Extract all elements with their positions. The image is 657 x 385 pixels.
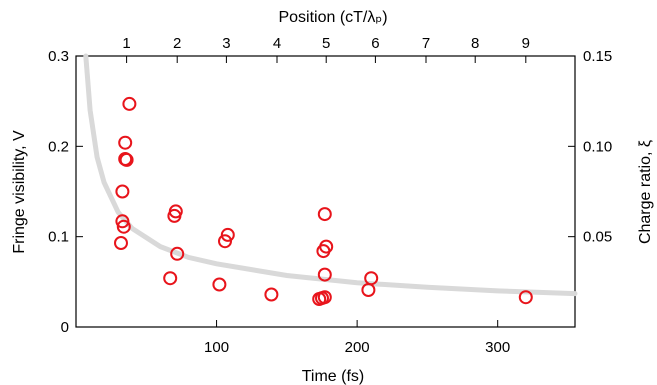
top-tick-label: 7: [422, 35, 430, 52]
y-tick-label: 0.2: [48, 138, 69, 155]
data-point: [317, 207, 332, 222]
data-point: [163, 271, 178, 286]
y-axis-label: Fringe visibility, V: [11, 130, 28, 254]
y2-tick-label: 0.10: [583, 138, 612, 155]
data-point: [170, 246, 185, 261]
data-point: [361, 283, 376, 297]
y-tick-label: 0.3: [48, 48, 69, 65]
data-point: [316, 244, 331, 259]
data-point: [167, 208, 182, 223]
data-point: [116, 219, 131, 234]
top-tick-label: 8: [471, 35, 479, 52]
data-point: [118, 152, 133, 166]
data-point: [212, 277, 227, 292]
data-points-group: [114, 96, 533, 306]
data-point: [115, 184, 130, 199]
y2-axis-label: Charge ratio, ξ: [637, 140, 654, 244]
top-tick-label: 5: [322, 35, 330, 52]
top-tick-label: 1: [122, 35, 130, 52]
data-point: [220, 227, 235, 242]
data-point: [264, 287, 279, 302]
data-point: [218, 234, 232, 249]
y-tick-label: 0: [61, 319, 69, 336]
data-point: [115, 214, 130, 229]
top-axis-label: Position (cT/λₚ): [278, 9, 387, 26]
x-tick-label: 300: [485, 339, 510, 356]
data-point: [317, 267, 332, 282]
top-tick-label: 2: [173, 35, 181, 52]
x-tick-label: 200: [345, 339, 370, 356]
x-axis-label: Time (fs): [302, 368, 365, 385]
y-tick-label: 0.1: [48, 229, 69, 246]
y2-tick-label: 0.05: [583, 229, 612, 246]
fit-curve-group: [83, 53, 578, 297]
data-point: [114, 236, 128, 250]
axis-ticks-group: 100 200 300 0 0.1 0.2 0.3 0.05 0.10 0.15 1 2 3 4 5 6 7 8 9: [48, 35, 612, 356]
data-point: [518, 290, 533, 305]
top-tick-label: 3: [222, 35, 230, 52]
top-tick-label: 6: [371, 35, 379, 52]
top-tick-label: 4: [273, 35, 281, 52]
fit-curve: [83, 53, 578, 297]
plot-frame-group: [75, 55, 576, 328]
x-tick-label: 100: [204, 339, 229, 356]
data-point: [118, 135, 133, 150]
data-point: [312, 292, 327, 306]
y2-tick-label: 0.15: [583, 48, 612, 65]
data-point: [122, 96, 137, 111]
top-tick-label: 9: [522, 35, 530, 52]
plot-frame: [75, 55, 576, 328]
